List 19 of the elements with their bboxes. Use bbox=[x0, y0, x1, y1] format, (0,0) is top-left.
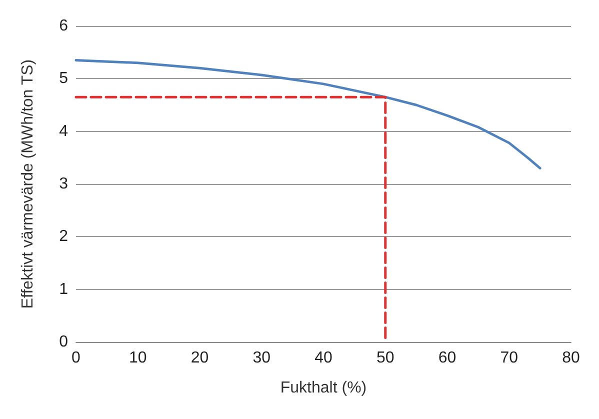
y-axis-title: Effektivt värmevärde (MWh/ton TS) bbox=[20, 59, 36, 309]
line-series bbox=[74, 58, 542, 170]
y-tick-label: 1 bbox=[59, 280, 68, 298]
y-tick-label: 0 bbox=[59, 334, 68, 350]
x-tick-label: 50 bbox=[376, 350, 394, 366]
y-tick-label: 6 bbox=[59, 18, 68, 34]
x-tick-label: 70 bbox=[500, 350, 518, 366]
y-tick-label: 2 bbox=[59, 228, 68, 246]
x-tick-label: 10 bbox=[128, 350, 147, 366]
x-tick-label: 0 bbox=[72, 350, 81, 366]
y-tick-label: 4 bbox=[59, 122, 68, 140]
x-axis-title: Fukthalt (%) bbox=[280, 380, 367, 396]
y-tick-label: 5 bbox=[59, 70, 68, 88]
y-tick-label: 3 bbox=[59, 176, 68, 192]
x-tick-label: 80 bbox=[562, 350, 580, 366]
x-tick-label: 40 bbox=[314, 350, 332, 366]
x-tick-label: 20 bbox=[190, 350, 209, 366]
x-tick-label: 30 bbox=[252, 350, 271, 366]
x-tick-label: 60 bbox=[438, 350, 456, 366]
